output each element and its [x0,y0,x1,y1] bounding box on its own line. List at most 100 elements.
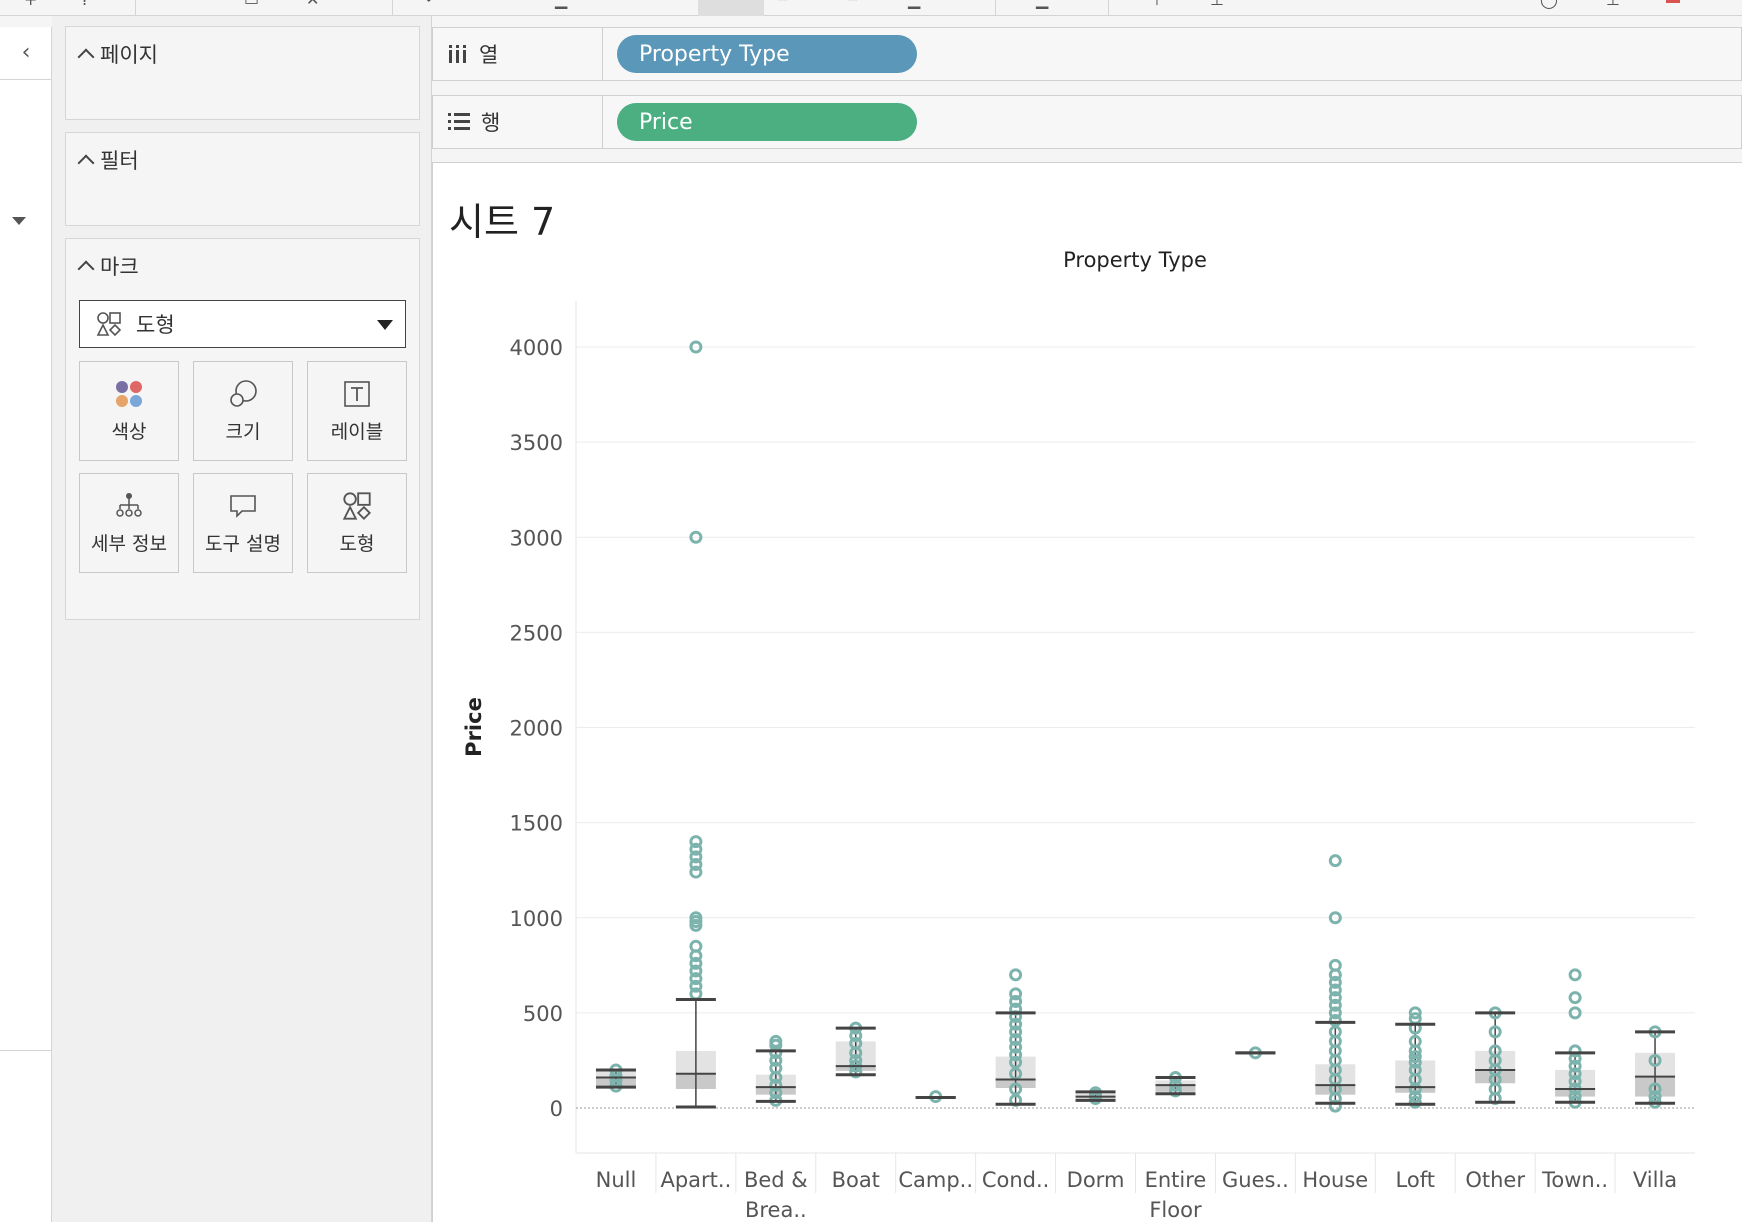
toolbar-icon[interactable]: ✕ [306,0,319,8]
text-label-icon [344,380,370,407]
pin-icon[interactable]: ⊤ [1150,0,1164,8]
mark-type-value: 도형 [136,313,175,337]
x-tick-label: Cond.. [982,1168,1050,1192]
price-pill-label: Price [639,109,693,135]
toolbar-icon[interactable]: ◯ [1540,0,1558,8]
toolbar-divider [135,0,136,16]
property-type-pill[interactable]: Property Type [617,35,917,73]
toolbar-icon[interactable]: ⊥ [1210,0,1224,8]
data-point [1328,1006,1342,1020]
rows-icon [448,113,470,130]
mark-type-dropdown[interactable]: 도형 [79,300,406,348]
toolbar-icon[interactable]: ⁞ [82,0,87,8]
tooltip-button[interactable]: 도구 설명 [193,473,293,573]
data-point [689,949,703,963]
shape-icon [342,491,371,520]
filters-card-header[interactable]: 필터 [77,145,139,175]
toolbar-divider [392,0,393,16]
detail-button-label: 세부 정보 [91,532,167,555]
chevron-up-icon [77,48,95,66]
y-tick-label: 2000 [510,717,563,741]
toolbar-icon[interactable]: ⊥ [1606,0,1620,8]
size-button[interactable]: 크기 [193,361,293,461]
toolbar-icon[interactable]: ▁ [555,0,567,8]
data-point [1328,998,1342,1012]
x-tick-label: Brea.. [745,1198,807,1222]
data-point [1568,991,1582,1005]
data-point [1009,987,1023,1001]
toolbar-icon[interactable]: ▭ [244,0,259,8]
data-point [1568,1067,1582,1081]
data-point [1009,1048,1023,1062]
filters-card: 필터 [65,132,420,226]
y-axis-label: Price [462,697,486,757]
sheet-title: 시트 7 [449,200,556,244]
data-point [1009,1017,1023,1031]
data-point [1408,1055,1422,1069]
data-pane: ‹ [0,27,52,1222]
toolbar-icon[interactable]: ┈ [778,0,788,8]
y-tick-label: 1000 [510,907,563,931]
chart-title: Property Type [1063,248,1207,272]
data-point [1568,1074,1582,1088]
data-point [1408,1082,1422,1096]
box-plot-chart: Property Type Price 0 500 1000 1500 2000 2500 30… [462,248,1695,1222]
x-tick-label: Villa [1633,1168,1677,1192]
price-pill[interactable]: Price [617,103,917,141]
data-point [1328,968,1342,982]
x-tick-label: Apart.. [660,1168,731,1192]
shape-button[interactable]: 도형 [307,473,407,573]
data-point [689,857,703,871]
y-tick-label: 2500 [510,621,563,645]
columns-shelf: 열 Property Type [432,27,1742,81]
columns-icon [449,45,466,63]
data-point [1408,1095,1422,1109]
x-tick-label: Entire [1145,1168,1207,1192]
pages-card-header[interactable]: 페이지 [77,39,158,69]
x-tick-label: Null [596,1168,637,1192]
data-point [1648,1082,1662,1096]
color-icon [116,380,142,407]
data-point [1009,1025,1023,1039]
data-point [1009,994,1023,1008]
toolbar-selected-button[interactable] [698,0,764,16]
data-point [689,530,703,544]
color-button[interactable]: 색상 [79,361,179,461]
data-point [1328,911,1342,925]
data-point [1328,854,1342,868]
data-point [1328,975,1342,989]
speech-bubble-icon [230,494,256,518]
data-point [769,1046,783,1060]
tooltip-button-label: 도구 설명 [205,532,281,555]
x-tick-label: Gues.. [1222,1168,1289,1192]
add-icon[interactable]: + [24,0,37,8]
cards-pane: 페이지 필터 마크 도형 [52,16,432,1222]
toolbar-icon[interactable]: ▁ [908,0,920,8]
x-tick-label: Bed & [744,1168,808,1192]
toolbar-divider [995,0,996,16]
pane-divider [0,1050,52,1051]
marks-card-header[interactable]: 마크 [77,251,139,281]
toolbar-icon[interactable]: ▁ [1036,0,1048,8]
detail-hierarchy-icon [116,492,142,517]
x-tick-label: Boat [832,1168,880,1192]
data-point [689,850,703,864]
data-point [689,842,703,856]
marks-card: 마크 도형 색상 [65,238,420,620]
toolbar-icon[interactable]: ┈ [848,0,858,8]
detail-button[interactable]: 세부 정보 [79,473,179,573]
pane-divider [0,79,52,80]
data-point [1408,1090,1422,1104]
y-tick-label: 3000 [510,526,563,550]
data-point [1328,991,1342,1005]
toolbar-icon[interactable]: ▔ [162,0,174,8]
label-button[interactable]: 레이블 [307,361,407,461]
shape-button-label: 도형 [339,532,375,555]
undo-icon[interactable]: ↶ [425,0,438,8]
data-point [1648,1090,1662,1104]
toolbar-icon[interactable] [1666,0,1680,3]
dropdown-arrow-icon[interactable] [12,217,26,225]
collapse-pane-button[interactable]: ‹ [21,40,31,65]
x-tick-label: Floor [1149,1198,1202,1222]
